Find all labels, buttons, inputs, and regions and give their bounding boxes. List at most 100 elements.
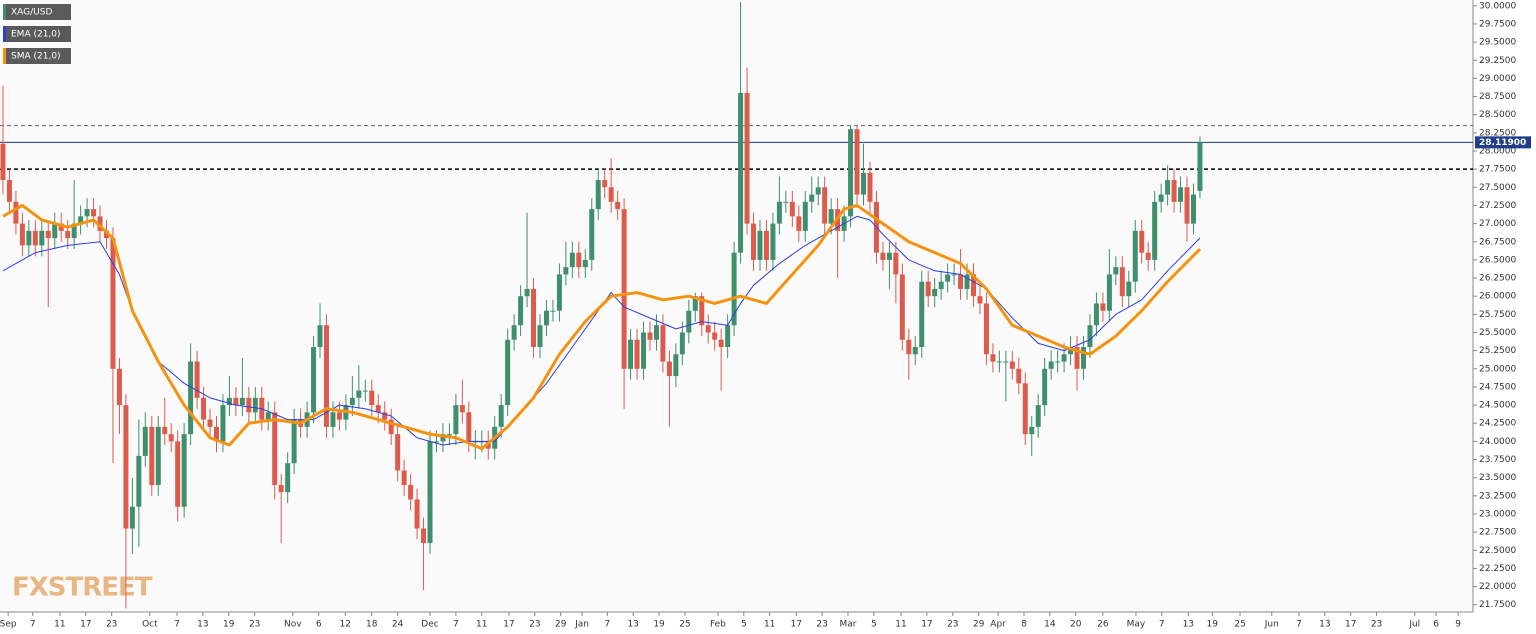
x-tick-label: 5 — [741, 620, 747, 630]
candle-body — [932, 288, 938, 297]
y-tick-label: 22.5000 — [1479, 546, 1516, 556]
candle-body — [848, 129, 854, 217]
candle-body — [1009, 361, 1015, 369]
candle-body — [789, 201, 795, 217]
candle-body — [1184, 187, 1190, 224]
candle-body — [207, 419, 213, 427]
x-tick-label: 25 — [679, 620, 690, 630]
candle-body — [1119, 267, 1125, 297]
y-tick-label: 22.2500 — [1479, 564, 1516, 574]
candle-body — [356, 390, 362, 398]
candle-body — [886, 252, 892, 260]
candle-body — [155, 426, 161, 485]
candle-body — [233, 397, 239, 406]
candle-body — [641, 332, 647, 369]
y-tick-label: 28.7500 — [1479, 92, 1516, 102]
y-tick-label: 29.0000 — [1479, 74, 1516, 84]
candle-body — [653, 325, 659, 340]
candle-body — [362, 390, 368, 392]
candle-body — [26, 230, 32, 246]
candle-body — [162, 426, 168, 435]
candle-body — [459, 405, 465, 413]
candle-body — [679, 332, 685, 355]
candle-body — [602, 180, 608, 188]
candle-body — [738, 92, 744, 253]
legend-swatch — [3, 48, 6, 64]
candle-body — [699, 296, 705, 326]
x-tick-label: 13 — [1319, 620, 1330, 630]
candle-body — [958, 274, 964, 289]
y-tick-label: 24.5000 — [1479, 401, 1516, 411]
x-tick-label: 7 — [1159, 620, 1165, 630]
candle-body — [239, 397, 245, 406]
legend-box — [3, 48, 71, 64]
candle-body — [317, 325, 323, 348]
y-tick-label: 25.7500 — [1479, 310, 1516, 320]
candle-body — [666, 361, 672, 377]
candle-body — [330, 412, 336, 427]
price-label: 28.11900 — [1479, 138, 1526, 148]
candle-body — [427, 441, 433, 544]
candle-body — [1022, 383, 1028, 435]
candle-body — [531, 288, 537, 348]
x-tick-label: 12 — [340, 620, 351, 630]
candle-body — [466, 412, 472, 442]
x-tick-label: 23 — [249, 620, 260, 630]
candle-body — [1042, 368, 1048, 406]
candle-body — [925, 281, 931, 297]
y-tick-label: 22.0000 — [1479, 582, 1516, 592]
candle-body — [1171, 180, 1177, 202]
candle-body — [1100, 303, 1106, 311]
x-tick-label: 19 — [653, 620, 665, 630]
candle-body — [6, 180, 12, 202]
candle-body — [91, 209, 97, 217]
candle-body — [1061, 354, 1067, 362]
x-tick-label: 24 — [392, 620, 404, 630]
legend-box — [3, 4, 71, 20]
candle-body — [712, 332, 718, 340]
price-label-box — [1475, 136, 1531, 149]
x-tick-label: 26 — [1097, 620, 1109, 630]
candle-body — [13, 201, 19, 224]
candle-body — [401, 470, 407, 485]
candle-body — [382, 412, 388, 420]
candle-body — [524, 288, 530, 297]
candle-body — [336, 412, 342, 420]
y-tick-label: 25.2500 — [1479, 346, 1516, 356]
candle-body — [964, 274, 970, 289]
y-tick-label: 26.2500 — [1479, 274, 1516, 284]
x-tick-label: 23 — [947, 620, 958, 630]
candle-body — [1048, 361, 1054, 369]
candle-body — [421, 528, 427, 544]
y-tick-label: 25.0000 — [1479, 364, 1516, 374]
candle-body — [945, 274, 951, 282]
candle-body — [692, 296, 698, 311]
legend-swatch — [3, 4, 6, 20]
candle-body — [686, 310, 692, 333]
y-tick-label: 29.7500 — [1479, 19, 1516, 29]
x-tick-label: 7 — [453, 620, 459, 630]
candle-body — [867, 172, 873, 202]
candle-body — [537, 325, 543, 348]
x-tick-label: Dec — [421, 620, 438, 630]
candle-body — [388, 419, 394, 435]
x-tick-label: Mar — [839, 620, 856, 630]
candle-body — [285, 463, 291, 493]
candle-body — [783, 201, 789, 203]
candle-body — [1016, 368, 1022, 384]
candle-body — [201, 397, 207, 420]
x-tick-label: 11 — [764, 620, 775, 630]
candle-body — [1080, 347, 1086, 369]
candle-body — [893, 252, 899, 275]
candle-body — [634, 339, 640, 369]
candle-body — [272, 412, 278, 485]
candle-body — [1197, 142, 1203, 191]
candle-body — [349, 397, 355, 406]
candle-body — [246, 397, 252, 413]
candle-body — [1003, 361, 1009, 363]
candle-body — [291, 419, 297, 464]
candle-body — [815, 187, 821, 195]
candle-body — [996, 361, 1002, 363]
candle-body — [395, 434, 401, 471]
